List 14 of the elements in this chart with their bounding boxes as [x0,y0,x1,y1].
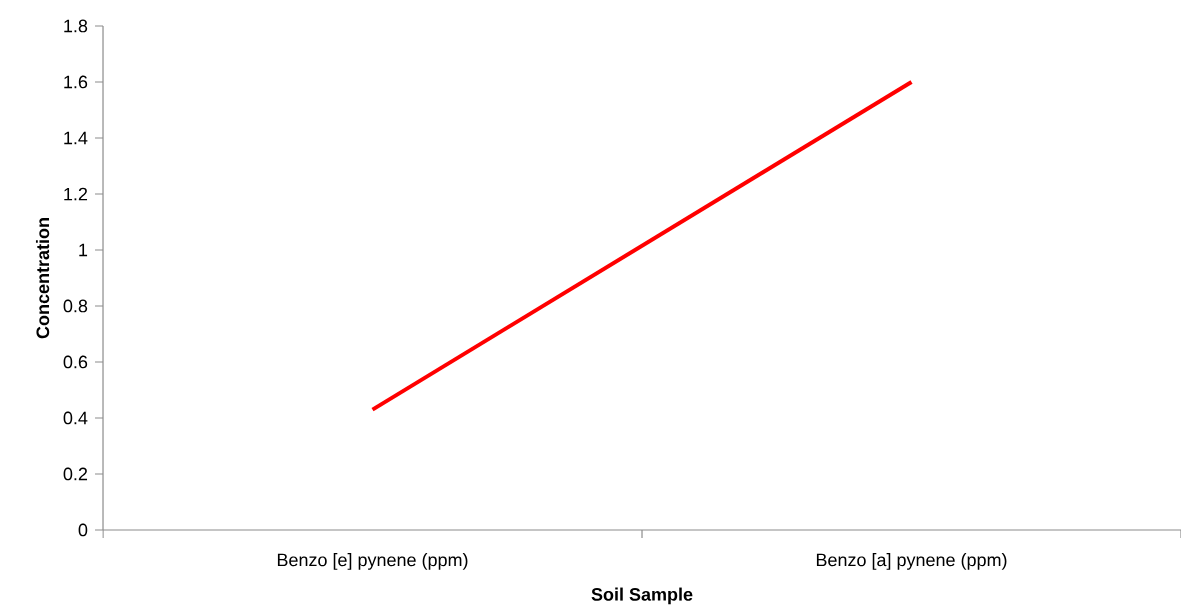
y-tick-label: 1.4 [64,131,88,145]
x-tick-label: Benzo [e] pynene (ppm) [277,553,468,570]
y-axis-title: Concentration [35,218,50,339]
y-tick-label: 1 [79,243,88,257]
x-tick-label: Benzo [a] pynene (ppm) [816,553,1007,570]
y-tick-label: 0.6 [63,355,88,369]
x-axis-title: Soil Sample [591,587,693,605]
y-tick-label: 1.6 [64,75,88,89]
y-tick-label: 0.8 [63,299,88,313]
y-tick-label: 1.8 [64,19,88,33]
y-tick-label: 0 [78,523,88,537]
y-tick-label: 0.4 [63,411,88,425]
y-tick-label: 0.2 [63,467,88,481]
y-tick-label: 1.2 [64,187,88,201]
